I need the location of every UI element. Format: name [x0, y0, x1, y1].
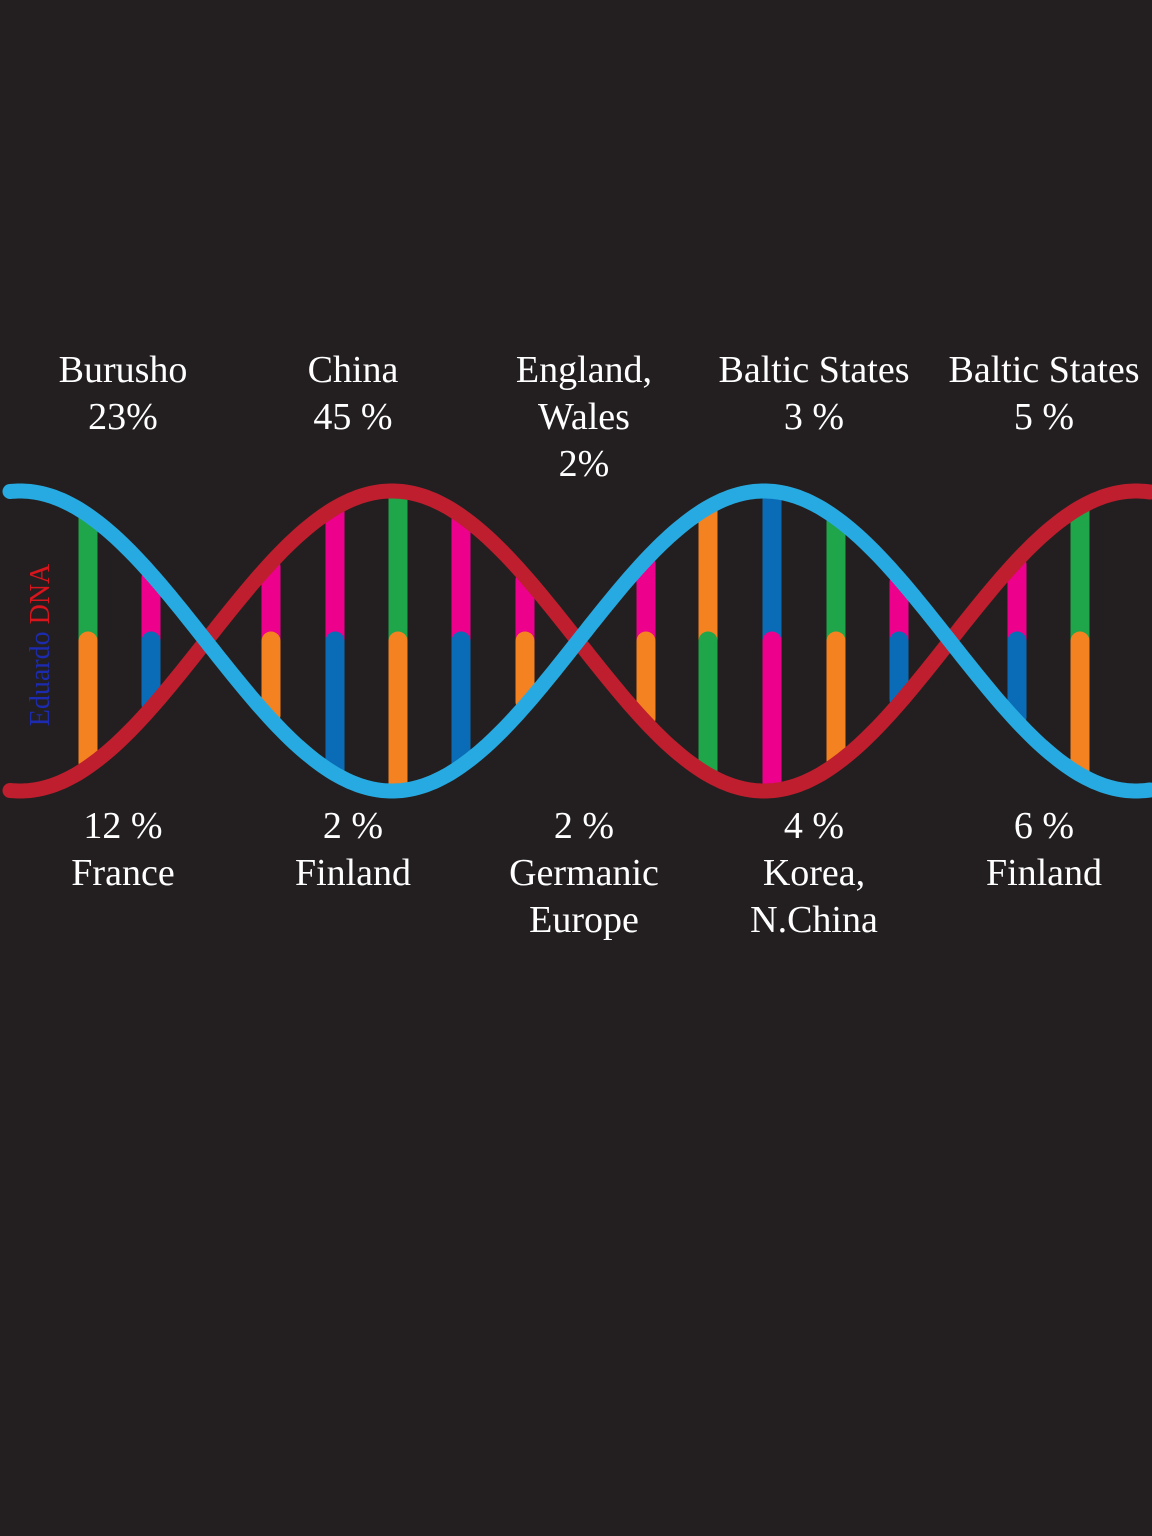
- bottom-label-1-line-1: 12 %: [83, 805, 163, 847]
- bottom-label-4-line-3: N.China: [750, 899, 878, 941]
- bottom-label-3-line-3: Europe: [529, 899, 639, 941]
- bottom-label-1: 12 % France: [3, 803, 243, 897]
- bottom-label-4-line-1: 4 %: [783, 805, 845, 847]
- top-label-2: China 45 %: [233, 347, 473, 441]
- top-label-1-line-2: 23%: [88, 396, 158, 438]
- watermark-suffix: DNA: [25, 563, 56, 625]
- top-label-3-line-2: Wales: [538, 396, 630, 438]
- bottom-label-2-line-1: 2 %: [322, 805, 384, 847]
- top-label-1: Burusho 23%: [3, 347, 243, 441]
- base-pairs: [78, 485, 1090, 797]
- bottom-label-4: 4 % Korea, N.China: [694, 803, 934, 944]
- strand-blue: [2, 483, 1152, 799]
- bottom-label-3-line-2: Germanic: [509, 852, 659, 894]
- top-label-5-line-1: Baltic States: [948, 349, 1140, 391]
- bottom-label-2-line-2: Finland: [294, 852, 412, 894]
- watermark: Eduardo DNA: [25, 564, 57, 727]
- top-label-3: England, Wales 2%: [464, 347, 704, 488]
- bottom-label-4-line-2: Korea,: [762, 852, 866, 894]
- bottom-label-2: 2 % Finland: [233, 803, 473, 897]
- bottom-label-5-line-2: Finland: [985, 852, 1103, 894]
- top-label-4-line-2: 3 %: [783, 396, 845, 438]
- top-label-1-line-1: Burusho: [58, 349, 188, 391]
- top-label-2-line-1: China: [307, 349, 399, 391]
- bottom-label-3-line-1: 2 %: [553, 805, 615, 847]
- top-label-5: Baltic States 5 %: [924, 347, 1152, 441]
- top-label-5-line-2: 5 %: [1013, 396, 1075, 438]
- bottom-label-3: 2 % Germanic Europe: [464, 803, 704, 944]
- top-label-3-line-1: England,: [515, 349, 653, 391]
- bottom-label-5: 6 % Finland: [924, 803, 1152, 897]
- top-label-4-line-1: Baltic States: [718, 349, 910, 391]
- watermark-name: Eduardo: [25, 631, 56, 727]
- bottom-label-5-line-1: 6 %: [1013, 805, 1075, 847]
- bottom-label-1-line-2: France: [71, 852, 175, 894]
- top-label-2-line-2: 45 %: [313, 396, 393, 438]
- top-label-4: Baltic States 3 %: [694, 347, 934, 441]
- top-label-3-line-3: 2%: [558, 443, 610, 485]
